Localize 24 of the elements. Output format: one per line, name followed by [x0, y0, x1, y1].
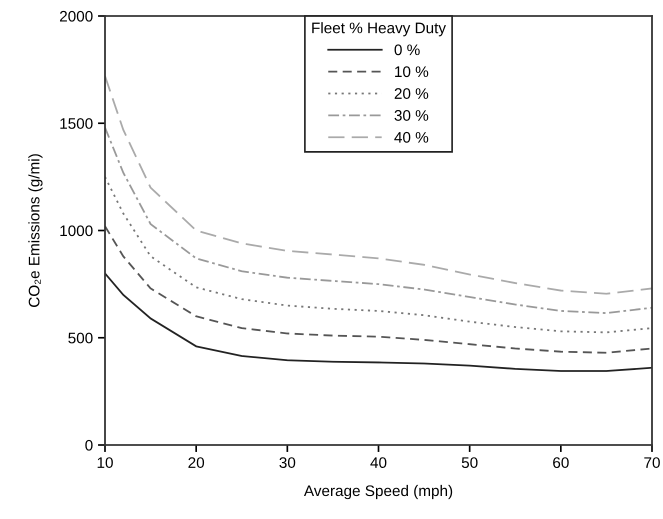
legend-label: 10 %: [395, 66, 428, 78]
y-tick-label: 1000: [60, 225, 93, 236]
line-series: [105, 126, 652, 314]
legend-title: Fleet % Heavy Duty: [312, 22, 446, 36]
y-tick-label: 0: [85, 440, 93, 451]
y-axis-title: CO₂e Emissions (g/mi): [28, 154, 43, 307]
y-tick-label: 500: [68, 332, 93, 344]
line-series: [105, 272, 652, 372]
x-tick-label: 10: [98, 457, 113, 468]
x-tick-label: 50: [462, 457, 478, 468]
x-axis-title: Average Speed (mph): [304, 484, 452, 500]
x-tick-label: 70: [644, 457, 660, 468]
legend-label: 20 %: [394, 88, 428, 99]
x-tick-label: 20: [188, 457, 204, 468]
x-tick-label: 40: [370, 457, 386, 468]
line-series: [105, 176, 652, 334]
x-tick-label: 30: [279, 457, 296, 468]
y-tick-label: 2000: [60, 10, 93, 22]
legend-label: 30 %: [394, 110, 428, 121]
legend-label: 40 %: [394, 132, 428, 143]
legend-label: 0 %: [394, 44, 420, 56]
x-tick-label: 60: [553, 457, 569, 468]
y-tick-label: 1500: [60, 118, 93, 129]
line-series: [105, 225, 652, 354]
